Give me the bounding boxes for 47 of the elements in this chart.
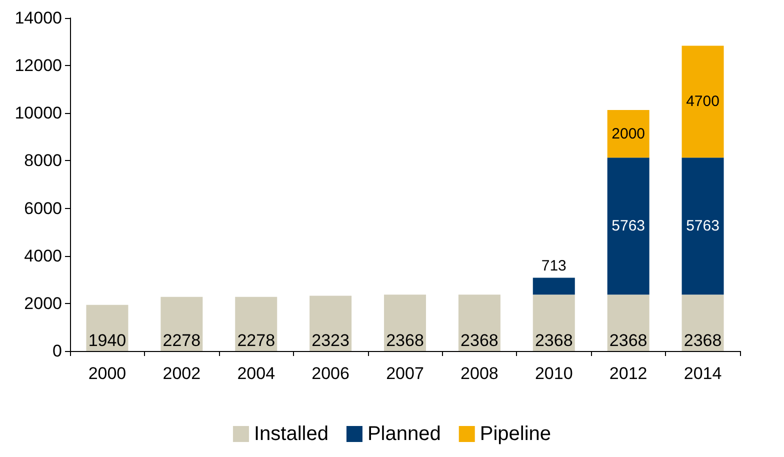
bar <box>458 294 500 351</box>
x-tick-label: 2012 <box>609 364 648 383</box>
y-tick-label: 2000 <box>24 294 62 313</box>
bar <box>607 158 650 295</box>
bar <box>607 110 650 158</box>
y-tick-label: 12000 <box>14 56 62 76</box>
data-label: 2278 <box>237 331 276 350</box>
data-label: 713 <box>541 258 566 275</box>
x-tick-label: 2006 <box>312 364 350 383</box>
data-label: 5763 <box>686 218 720 235</box>
legend-label: Installed <box>254 423 328 445</box>
data-label: 2368 <box>460 331 498 350</box>
y-tick-label: 10000 <box>14 104 62 123</box>
x-tick-label: 2000 <box>88 364 126 383</box>
legend-label: Pipeline <box>480 423 552 445</box>
y-tick-label: 6000 <box>24 198 62 218</box>
x-tick-label: 2014 <box>684 364 722 383</box>
bar <box>607 294 650 351</box>
bar <box>682 158 724 295</box>
data-label: 2368 <box>684 331 722 350</box>
data-label: 2368 <box>534 331 573 350</box>
y-tick-label: 8000 <box>24 151 62 170</box>
data-label: 5763 <box>612 218 646 235</box>
bar <box>532 278 575 295</box>
data-label: 2323 <box>312 331 350 350</box>
x-tick-label: 2010 <box>534 364 573 383</box>
bar <box>682 294 724 351</box>
x-tick-label: 2004 <box>237 364 276 383</box>
data-label: 2000 <box>612 125 646 142</box>
bar <box>160 296 203 351</box>
bar <box>310 296 352 351</box>
y-tick-label: 4000 <box>24 246 62 266</box>
y-tick-label: 0 <box>52 342 62 360</box>
legend-label: Planned <box>367 423 441 445</box>
bar <box>384 294 426 351</box>
data-label: 4700 <box>686 93 720 110</box>
x-tick-label: 2008 <box>460 364 498 383</box>
x-tick-label: 2002 <box>162 364 201 383</box>
bar <box>235 296 278 351</box>
y-tick-label: 14000 <box>14 8 62 28</box>
data-label: 2278 <box>162 331 201 350</box>
bar <box>682 46 724 158</box>
data-label: 2368 <box>609 331 648 350</box>
x-tick-label: 2007 <box>386 364 424 383</box>
data-label: 2368 <box>386 331 424 350</box>
bar <box>532 294 575 351</box>
data-label: 1940 <box>88 331 126 350</box>
